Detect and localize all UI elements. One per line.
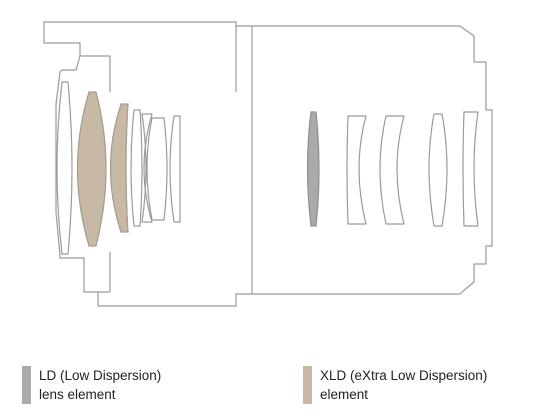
barrel-inner-detail <box>80 26 253 294</box>
lens-element-f4 <box>169 115 181 223</box>
ld-element <box>306 111 320 227</box>
xld-element-1 <box>76 91 107 247</box>
lens-element-r3 <box>428 113 448 227</box>
ld-legend-line1: LD (Low Dispersion) <box>39 368 162 383</box>
lens-element-r4 <box>462 111 479 227</box>
lens-element-r1 <box>346 115 367 225</box>
xld-element-2 <box>109 103 129 233</box>
xld-legend-line2: element <box>320 387 369 402</box>
legend-item-ld: LD (Low Dispersion) lens element <box>22 366 161 404</box>
lens-construction-diagram <box>43 21 493 307</box>
lens-element-f2 <box>141 113 153 223</box>
lens-barrel-outline <box>43 21 493 307</box>
ld-color-swatch <box>22 366 31 404</box>
legend-item-xld: XLD (eXtra Low Dispersion) element <box>303 366 487 404</box>
xld-color-swatch <box>303 366 312 404</box>
lens-element-f1 <box>130 109 143 227</box>
ld-legend-text: LD (Low Dispersion) lens element <box>39 366 161 404</box>
xld-legend-line1: XLD (eXtra Low Dispersion) <box>320 368 488 383</box>
xld-legend-text: XLD (eXtra Low Dispersion) element <box>320 366 487 404</box>
lens-element-r2 <box>379 115 405 225</box>
front-meniscus-element <box>56 81 73 255</box>
lens-element-f3 <box>146 117 168 221</box>
ld-legend-line2: lens element <box>39 387 116 402</box>
